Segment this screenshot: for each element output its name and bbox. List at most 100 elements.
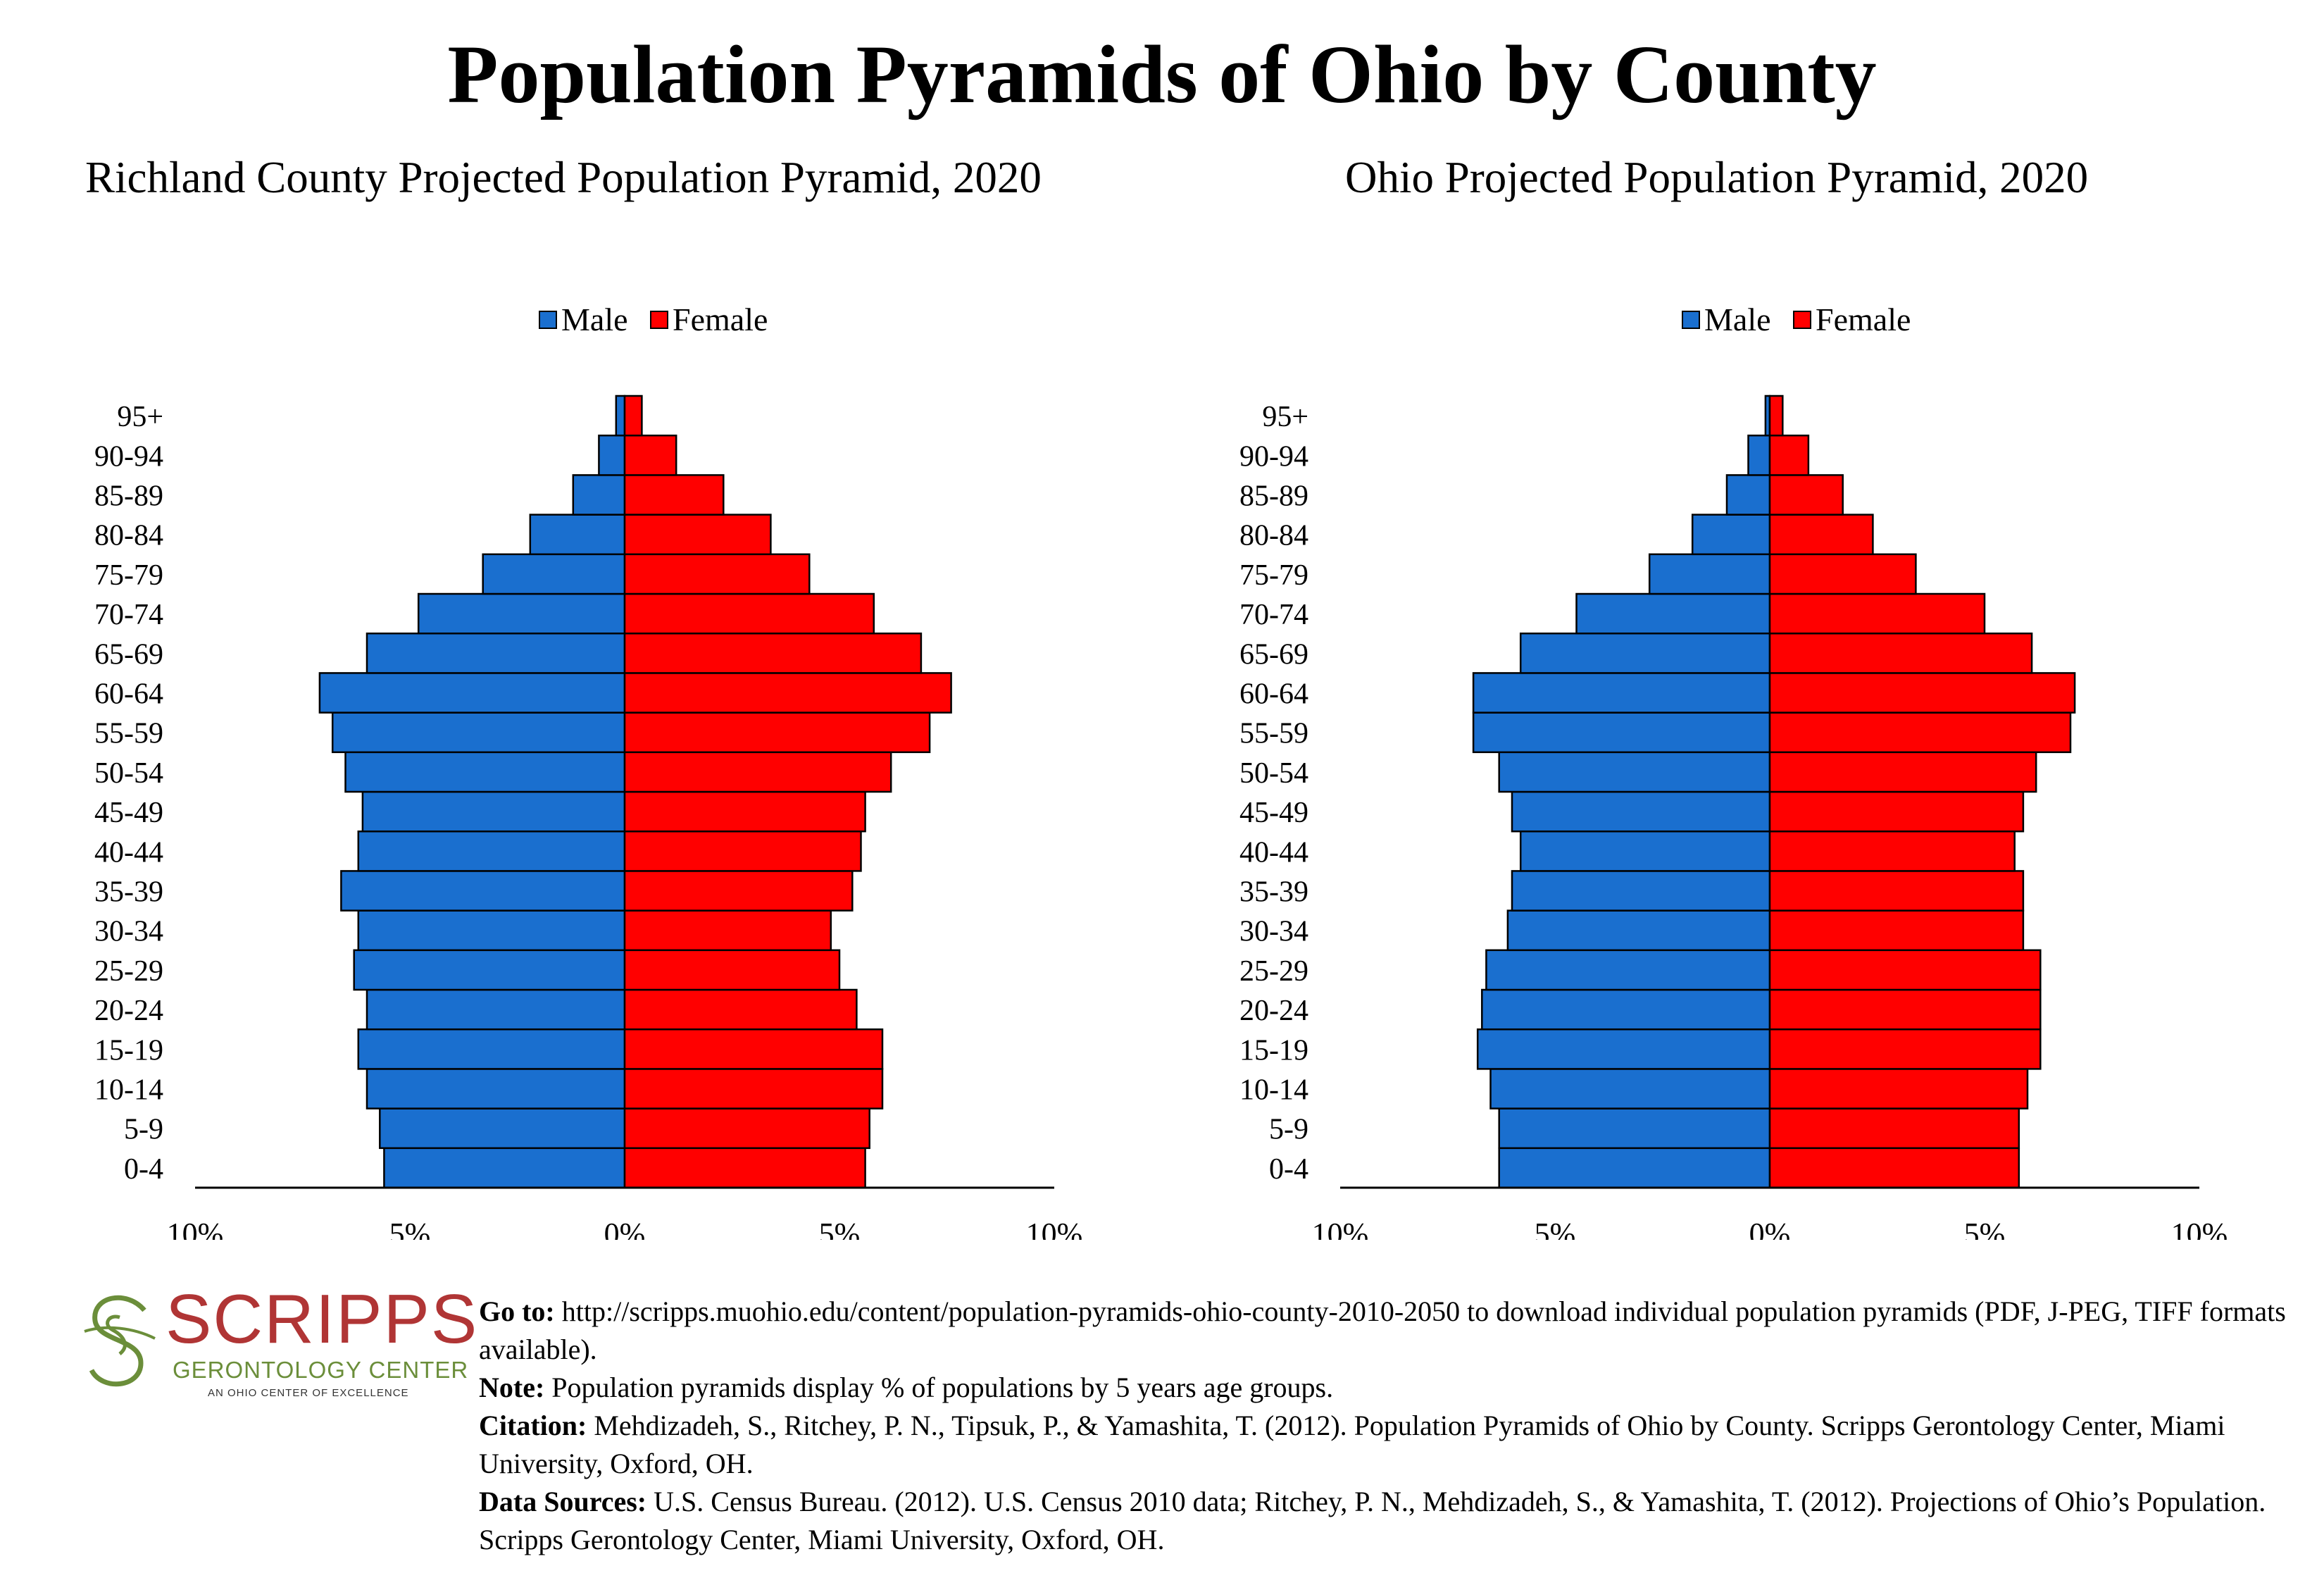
bar-female-25-29 [1768, 949, 2042, 991]
category-label: 70-74 [94, 599, 163, 631]
category-label: 25-29 [94, 955, 163, 988]
citation-text: Mehdizadeh, S., Ritchey, P. N., Tipsuk, … [479, 1410, 2225, 1479]
bar-male-45-49 [1511, 790, 1771, 833]
sources-label: Data Sources: [479, 1486, 647, 1517]
male-swatch [1682, 311, 1700, 330]
category-label: 55-59 [94, 718, 163, 750]
bar-male-5-9 [379, 1107, 626, 1150]
category-label: 30-34 [1239, 916, 1308, 948]
bar-female-80-84 [623, 514, 772, 556]
goto-label: Go to: [479, 1295, 555, 1327]
bar-female-25-29 [623, 949, 841, 991]
note-text: Population pyramids display % of populat… [551, 1372, 1334, 1403]
legend-label-female: Female [1816, 302, 1911, 337]
category-label: 5-9 [1269, 1114, 1308, 1146]
bar-female-55-59 [623, 711, 931, 754]
legend-item-male: Male [1682, 299, 1771, 340]
goto-text: http://scripps.muohio.edu/content/popula… [479, 1295, 2286, 1365]
bar-male-85-89 [1725, 474, 1771, 516]
bar-male-25-29 [353, 949, 626, 991]
bar-male-45-49 [361, 790, 626, 833]
bar-female-15-19 [1768, 1028, 2042, 1070]
category-label: 65-69 [94, 638, 163, 671]
category-label: 35-39 [1239, 876, 1308, 909]
female-swatch [650, 311, 669, 330]
x-tick-label: 0% [1749, 1217, 1791, 1240]
x-tick-label: 0% [604, 1217, 646, 1240]
x-tick-label: 5% [1964, 1217, 2006, 1240]
category-label: 60-64 [1239, 678, 1308, 711]
sources-line: Data Sources: U.S. Census Bureau. (2012)… [479, 1483, 2310, 1559]
x-tick-label: 10% [1312, 1217, 1369, 1240]
bar-male-80-84 [529, 514, 626, 556]
bar-female-10-14 [1768, 1068, 2029, 1110]
chart-title: Ohio Projected Population Pyramid, 2020 [1345, 153, 2089, 202]
bar-male-50-54 [1498, 751, 1771, 793]
male-swatch [539, 311, 557, 330]
bar-female-70-74 [1768, 592, 1986, 635]
citation-label: Citation: [479, 1410, 587, 1441]
bar-female-60-64 [623, 672, 952, 714]
ohio-pyramid-chart: 0-4 5-9 10-14 15-19 20-24 25-29 30-34 35-39 40-4… [1239, 394, 2228, 1240]
bar-female-75-79 [623, 553, 811, 595]
scripps-logo: SCRIPPS GERONTOLOGY CENTER AN OHIO CENTE… [77, 1280, 477, 1405]
scripps-swirl-icon [84, 1295, 156, 1387]
category-label: 85-89 [1239, 480, 1308, 513]
legend-label-female: Female [673, 302, 768, 337]
category-label: 65-69 [1239, 638, 1308, 671]
note-line: Note: Population pyramids display % of p… [479, 1369, 2310, 1407]
x-tick-label: 5% [819, 1217, 861, 1240]
bar-female-30-34 [1768, 909, 2025, 952]
bar-female-35-39 [1768, 870, 2025, 912]
bar-female-35-39 [623, 870, 854, 912]
x-tick-label: 5% [389, 1217, 431, 1240]
bar-male-80-84 [1691, 514, 1771, 556]
category-label: 55-59 [1239, 718, 1308, 750]
bar-female-10-14 [623, 1068, 884, 1110]
chart-title: Richland County Projected Population Pyr… [85, 153, 1042, 202]
legend-item-female: Female [1793, 299, 1911, 340]
legend: Male Female [1682, 299, 1925, 340]
logo-tagline: AN OHIO CENTER OF EXCELLENCE [208, 1387, 409, 1399]
legend: Male Female [539, 299, 782, 340]
bar-male-10-14 [1489, 1068, 1771, 1110]
category-label: 90-94 [1239, 440, 1308, 473]
category-label: 15-19 [94, 1034, 163, 1067]
bar-female-40-44 [1768, 830, 2016, 872]
category-label: 10-14 [94, 1074, 163, 1107]
bar-male-0-4 [1498, 1147, 1771, 1189]
bar-male-25-29 [1485, 949, 1771, 991]
category-label: 95+ [1262, 401, 1308, 433]
goto-line: Go to: http://scripps.muohio.edu/content… [479, 1293, 2310, 1369]
note-label: Note: [479, 1372, 545, 1403]
bar-male-65-69 [1519, 632, 1771, 674]
bar-female-85-89 [1768, 474, 1844, 516]
category-label: 80-84 [1239, 520, 1308, 552]
category-label: 95+ [117, 401, 163, 433]
legend-item-female: Female [650, 299, 768, 340]
x-tick-label: 10% [2171, 1217, 2228, 1240]
bar-male-20-24 [366, 988, 626, 1031]
bar-male-85-89 [572, 474, 626, 516]
bar-female-45-49 [623, 790, 866, 833]
category-label: 20-24 [94, 995, 163, 1027]
bar-male-40-44 [1519, 830, 1771, 872]
citation-line: Citation: Mehdizadeh, S., Ritchey, P. N.… [479, 1407, 2310, 1483]
bar-female-70-74 [623, 592, 875, 635]
bar-male-75-79 [1648, 553, 1771, 595]
bar-male-30-34 [1506, 909, 1771, 952]
category-label: 90-94 [94, 440, 163, 473]
category-label: 30-34 [94, 916, 163, 948]
bar-male-40-44 [357, 830, 626, 872]
legend-label-male: Male [561, 302, 628, 337]
bar-male-15-19 [357, 1028, 626, 1070]
bar-male-15-19 [1476, 1028, 1771, 1070]
category-label: 20-24 [1239, 995, 1308, 1027]
category-label: 40-44 [1239, 836, 1308, 869]
bar-female-75-79 [1768, 553, 1917, 595]
category-label: 50-54 [1239, 757, 1308, 790]
category-label: 60-64 [94, 678, 163, 711]
category-label: 80-84 [94, 520, 163, 552]
bar-female-0-4 [1768, 1147, 2020, 1189]
x-tick-label: 10% [1026, 1217, 1083, 1240]
